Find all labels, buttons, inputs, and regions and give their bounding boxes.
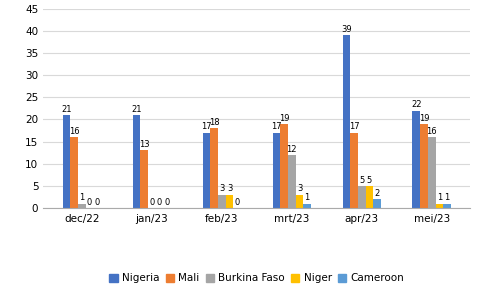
Text: 12: 12: [287, 144, 297, 153]
Bar: [273, 133, 280, 208]
Text: 1: 1: [79, 193, 84, 202]
Text: 3: 3: [219, 184, 225, 193]
Text: 22: 22: [411, 100, 421, 109]
Text: 13: 13: [139, 140, 149, 149]
Text: 16: 16: [69, 127, 80, 136]
Text: 1: 1: [304, 193, 310, 202]
Bar: [420, 124, 428, 208]
Text: 0: 0: [149, 198, 155, 207]
Text: 16: 16: [426, 127, 437, 136]
Text: 0: 0: [95, 198, 100, 207]
Text: 5: 5: [359, 176, 364, 185]
Bar: [343, 35, 350, 208]
Bar: [303, 204, 311, 208]
Bar: [132, 115, 140, 208]
Bar: [358, 186, 366, 208]
Legend: Nigeria, Mali, Burkina Faso, Niger, Cameroon: Nigeria, Mali, Burkina Faso, Niger, Came…: [105, 269, 408, 288]
Bar: [218, 195, 226, 208]
Text: 39: 39: [341, 25, 352, 34]
Bar: [373, 199, 381, 208]
Text: 17: 17: [271, 123, 282, 131]
Bar: [444, 204, 451, 208]
Text: 1: 1: [437, 193, 442, 202]
Bar: [226, 195, 233, 208]
Bar: [296, 195, 303, 208]
Bar: [412, 111, 420, 208]
Bar: [366, 186, 373, 208]
Text: 0: 0: [157, 198, 162, 207]
Bar: [140, 151, 148, 208]
Text: 17: 17: [201, 123, 212, 131]
Text: 3: 3: [227, 184, 232, 193]
Text: 1: 1: [444, 193, 450, 202]
Bar: [78, 204, 86, 208]
Bar: [435, 204, 444, 208]
Bar: [280, 124, 288, 208]
Text: 18: 18: [209, 118, 219, 127]
Text: 0: 0: [235, 198, 240, 207]
Bar: [428, 137, 435, 208]
Text: 17: 17: [349, 123, 360, 131]
Text: 19: 19: [419, 114, 429, 123]
Bar: [288, 155, 296, 208]
Bar: [210, 128, 218, 208]
Bar: [350, 133, 358, 208]
Text: 0: 0: [87, 198, 92, 207]
Text: 19: 19: [279, 114, 289, 123]
Bar: [70, 137, 78, 208]
Text: 5: 5: [367, 176, 372, 185]
Text: 21: 21: [61, 105, 72, 114]
Text: 3: 3: [297, 184, 302, 193]
Text: 21: 21: [131, 105, 142, 114]
Text: 0: 0: [165, 198, 170, 207]
Text: 2: 2: [374, 189, 380, 198]
Bar: [62, 115, 70, 208]
Bar: [203, 133, 210, 208]
